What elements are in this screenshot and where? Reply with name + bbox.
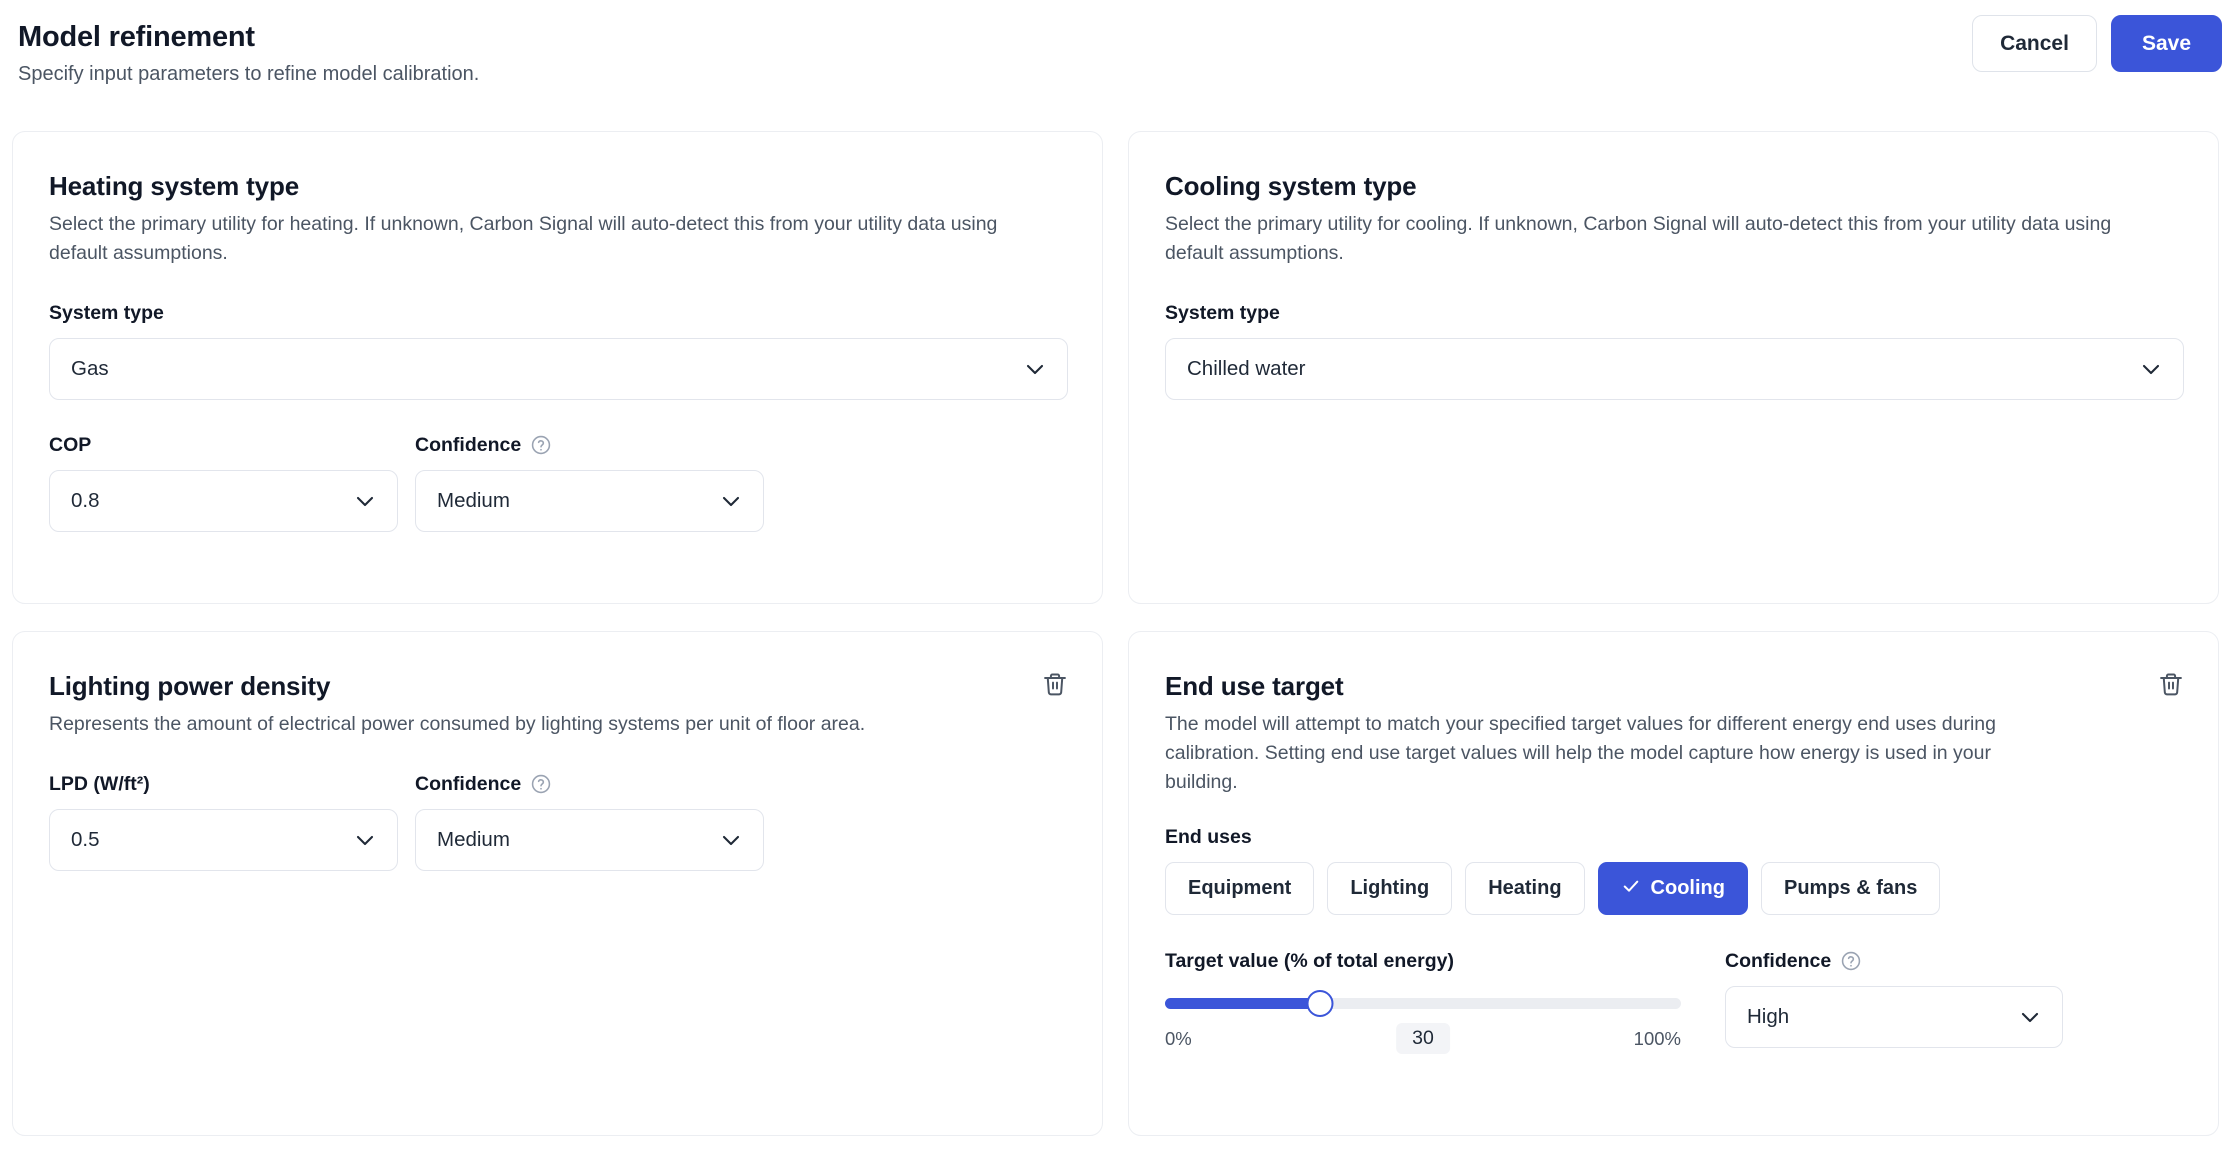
slider-track[interactable] bbox=[1165, 998, 1681, 1009]
lpd-label: LPD (W/ft²) bbox=[49, 773, 150, 795]
heating-system-type-field: System type Gas bbox=[49, 300, 1068, 400]
confidence-label: Confidence bbox=[1725, 950, 1832, 972]
lpd-select[interactable]: 0.5 bbox=[49, 809, 398, 871]
chevron-down-icon bbox=[719, 489, 743, 513]
field-label: Target value (% of total energy) bbox=[1165, 948, 1695, 974]
system-type-label: System type bbox=[49, 302, 164, 324]
cancel-button[interactable]: Cancel bbox=[1972, 15, 2097, 72]
select-value: High bbox=[1747, 1005, 1790, 1028]
chip-lighting[interactable]: Lighting bbox=[1327, 862, 1453, 915]
card-heating-system-type: Heating system type Select the primary u… bbox=[12, 131, 1103, 604]
chip-cooling[interactable]: Cooling bbox=[1597, 862, 1748, 915]
lighting-lpd-confidence-row: LPD (W/ft²) 0.5 Confidence bbox=[49, 771, 1066, 871]
field-label: End uses bbox=[1165, 824, 2182, 850]
save-button[interactable]: Save bbox=[2110, 15, 2222, 72]
chevron-down-icon bbox=[719, 828, 743, 852]
card-description: Represents the amount of electrical powe… bbox=[49, 713, 866, 735]
field-label: LPD (W/ft²) bbox=[49, 771, 398, 797]
card-title: Heating system type bbox=[49, 171, 300, 201]
cooling-system-type-select[interactable]: Chilled water bbox=[1165, 338, 2184, 400]
help-circle-icon[interactable] bbox=[530, 434, 552, 456]
delete-end-use-card-button[interactable] bbox=[2154, 669, 2188, 703]
page-header: Model refinement Specify input parameter… bbox=[0, 0, 2232, 118]
chevron-down-icon bbox=[1023, 357, 1047, 381]
end-use-confidence-field: Confidence High bbox=[1725, 948, 2063, 1048]
chevron-down-icon bbox=[2018, 1005, 2042, 1029]
help-circle-icon[interactable] bbox=[1840, 950, 1862, 972]
delete-lighting-card-button[interactable] bbox=[1038, 669, 1072, 703]
lighting-confidence-field: Confidence Medium bbox=[415, 771, 764, 871]
chip-label: Heating bbox=[1488, 877, 1562, 899]
chevron-down-icon bbox=[2139, 357, 2163, 381]
cop-label: COP bbox=[49, 434, 92, 456]
end-uses-section: End uses Equipment Lighting Heating bbox=[1165, 824, 2182, 915]
field-label: Confidence bbox=[415, 432, 764, 458]
card-end-use-target: End use target The model will attempt to… bbox=[1128, 631, 2219, 1136]
slider-min-label: 0% bbox=[1165, 1028, 1192, 1049]
select-value: Medium bbox=[437, 489, 510, 512]
chip-equipment[interactable]: Equipment bbox=[1165, 862, 1315, 915]
card-lighting-power-density: Lighting power density Represents the am… bbox=[12, 631, 1103, 1136]
cop-select[interactable]: 0.8 bbox=[49, 470, 398, 532]
trash-icon bbox=[1041, 671, 1069, 702]
end-use-confidence-select[interactable]: High bbox=[1725, 986, 2063, 1048]
select-value: Medium bbox=[437, 828, 510, 851]
system-type-label: System type bbox=[1165, 302, 1280, 324]
header-actions: Cancel Save bbox=[1972, 15, 2222, 72]
field-label: Confidence bbox=[1725, 948, 2063, 974]
slider-value-badge: 30 bbox=[1396, 1023, 1450, 1054]
cop-field: COP 0.8 bbox=[49, 432, 398, 532]
card-title: End use target bbox=[1165, 671, 1344, 701]
slider-max-label: 100% bbox=[1633, 1028, 1681, 1049]
target-value-label: Target value (% of total energy) bbox=[1165, 950, 1454, 972]
target-value-section: Target value (% of total energy) 0% 30 1… bbox=[1165, 948, 2182, 1055]
end-uses-chip-group: Equipment Lighting Heating Cooling bbox=[1165, 862, 2182, 915]
slider-fill bbox=[1165, 998, 1320, 1009]
slider-thumb[interactable] bbox=[1306, 990, 1334, 1017]
chip-heating[interactable]: Heating bbox=[1465, 862, 1585, 915]
heating-confidence-field: Confidence Medium bbox=[415, 432, 764, 532]
trash-icon bbox=[2157, 671, 2185, 702]
field-label: Confidence bbox=[415, 771, 764, 797]
target-value-slider[interactable] bbox=[1165, 990, 1695, 1017]
field-label: System type bbox=[49, 300, 1066, 326]
help-circle-icon[interactable] bbox=[530, 773, 552, 795]
field-label: System type bbox=[1165, 300, 2182, 326]
select-value: Gas bbox=[71, 357, 109, 380]
check-icon bbox=[1621, 876, 1641, 902]
select-value: 0.8 bbox=[71, 489, 100, 512]
select-value: 0.5 bbox=[71, 828, 100, 851]
chevron-down-icon bbox=[353, 828, 377, 852]
slider-labels: 0% 30 100% bbox=[1165, 1023, 1681, 1055]
target-value-slider-col: Target value (% of total energy) 0% 30 1… bbox=[1165, 948, 1695, 1055]
lighting-confidence-select[interactable]: Medium bbox=[415, 809, 764, 871]
heating-confidence-select[interactable]: Medium bbox=[415, 470, 764, 532]
heating-system-type-select[interactable]: Gas bbox=[49, 338, 1068, 400]
card-description: The model will attempt to match your spe… bbox=[1165, 713, 1996, 793]
card-title: Lighting power density bbox=[49, 671, 331, 701]
chip-pumps-and-fans[interactable]: Pumps & fans bbox=[1760, 862, 1941, 915]
card-title: Cooling system type bbox=[1165, 171, 1417, 201]
field-label: COP bbox=[49, 432, 398, 458]
confidence-label: Confidence bbox=[415, 434, 522, 456]
chip-label: Lighting bbox=[1350, 877, 1430, 899]
chevron-down-icon bbox=[353, 489, 377, 513]
chip-label: Cooling bbox=[1650, 877, 1725, 899]
cards-grid: Heating system type Select the primary u… bbox=[12, 131, 2220, 1136]
page-title: Model refinement bbox=[18, 21, 255, 53]
chip-label: Equipment bbox=[1188, 877, 1292, 899]
end-uses-label: End uses bbox=[1165, 826, 1252, 848]
lpd-field: LPD (W/ft²) 0.5 bbox=[49, 771, 398, 871]
page-subtitle: Specify input parameters to refine model… bbox=[18, 63, 480, 85]
confidence-label: Confidence bbox=[415, 773, 522, 795]
card-cooling-system-type: Cooling system type Select the primary u… bbox=[1128, 131, 2219, 604]
card-description: Select the primary utility for heating. … bbox=[49, 213, 998, 264]
select-value: Chilled water bbox=[1187, 357, 1306, 380]
chip-label: Pumps & fans bbox=[1783, 877, 1918, 899]
cooling-system-type-field: System type Chilled water bbox=[1165, 300, 2184, 400]
card-description: Select the primary utility for cooling. … bbox=[1165, 213, 2112, 264]
heating-cop-confidence-row: COP 0.8 Confidence bbox=[49, 432, 1066, 532]
